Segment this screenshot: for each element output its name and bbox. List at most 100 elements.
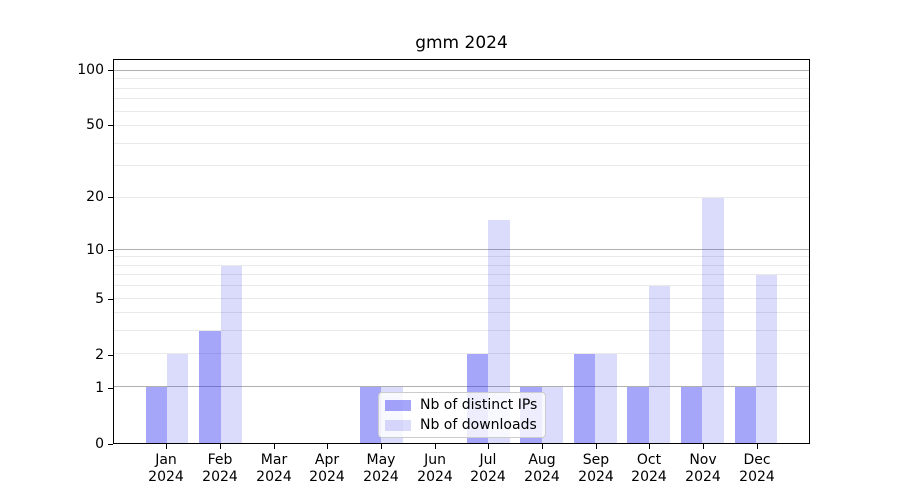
- x-tick-mark-oct: [649, 444, 650, 449]
- bar-downloads-nov: [702, 197, 724, 443]
- x-tick-label-dec: Dec 2024: [725, 452, 789, 486]
- month-label: Dec: [743, 452, 771, 468]
- gridline-minor-7: [114, 274, 809, 276]
- year-label: 2024: [417, 469, 453, 485]
- gridline-minor-6: [114, 285, 809, 287]
- bar-ips-jan: [145, 387, 167, 443]
- legend-swatch-downloads: [385, 419, 411, 431]
- legend-label-ips: Nb of distinct IPs: [420, 396, 538, 413]
- y-tick-label-20: 20: [86, 189, 104, 206]
- y-tick-label-100: 100: [77, 62, 104, 78]
- x-tick-label-mar: Mar 2024: [242, 452, 306, 486]
- month-label: Jan: [155, 452, 177, 468]
- bar-downloads-feb: [220, 265, 242, 443]
- gridline-major-10: [114, 248, 809, 250]
- y-tick-mark-5: [108, 299, 113, 300]
- gridline-minor-90: [114, 78, 809, 80]
- year-label: 2024: [685, 469, 721, 485]
- y-tick-label-2: 2: [95, 346, 104, 363]
- gridline-minor-20: [114, 196, 809, 198]
- month-label: Oct: [636, 452, 662, 468]
- bar-downloads-jul: [488, 219, 510, 443]
- bar-ips-sep: [573, 354, 596, 443]
- legend: Nb of distinct IPs Nb of downloads: [378, 392, 546, 438]
- x-tick-mark-nov: [703, 444, 704, 449]
- x-tick-mark-sep: [596, 444, 597, 449]
- gridline-minor-30: [114, 165, 809, 167]
- bar-downloads-sep: [595, 354, 617, 443]
- gridline-minor-9: [114, 256, 809, 258]
- x-tick-label-feb: Feb 2024: [188, 452, 252, 486]
- y-tick-mark-10: [108, 250, 113, 251]
- y-tick-label-1: 1: [95, 379, 104, 396]
- bar-downloads-jan: [167, 354, 189, 443]
- chart-title: gmm 2024: [415, 33, 508, 53]
- plot-area: [113, 59, 810, 444]
- gridline-minor-5: [114, 297, 809, 299]
- year-label: 2024: [470, 469, 506, 485]
- gridline-minor-40: [114, 142, 809, 144]
- x-tick-mark-jul: [488, 444, 489, 449]
- month-label: Jun: [424, 452, 446, 468]
- gridline-minor-50: [114, 125, 809, 127]
- legend-label-downloads: Nb of downloads: [420, 416, 537, 433]
- year-label: 2024: [739, 469, 775, 485]
- month-label: Nov: [689, 452, 717, 468]
- year-label: 2024: [524, 469, 560, 485]
- month-label: Sep: [582, 452, 610, 468]
- gridline-major-100: [114, 69, 809, 71]
- y-tick-mark-100: [108, 70, 113, 71]
- bar-ips-feb: [199, 331, 221, 443]
- x-tick-mark-mar: [274, 444, 275, 449]
- x-tick-mark-jan: [166, 444, 167, 449]
- legend-item-downloads: Nb of downloads: [385, 416, 537, 433]
- gridline-minor-3: [114, 330, 809, 332]
- month-label: Aug: [528, 452, 556, 468]
- month-label: Mar: [260, 452, 288, 468]
- gridline-minor-8: [114, 264, 809, 266]
- legend-item-ips: Nb of distinct IPs: [385, 396, 538, 413]
- x-tick-label-jun: Jun 2024: [403, 452, 467, 486]
- y-tick-mark-0: [108, 444, 113, 445]
- bar-ips-oct: [627, 387, 649, 443]
- legend-swatch-ips: [385, 399, 411, 411]
- y-tick-mark-1: [108, 388, 113, 389]
- x-tick-mark-may: [381, 444, 382, 449]
- month-label: Jul: [479, 452, 497, 468]
- year-label: 2024: [631, 469, 667, 485]
- gridline-minor-60: [114, 110, 809, 112]
- x-tick-label-jul: Jul 2024: [456, 452, 520, 486]
- y-tick-label-50: 50: [86, 117, 104, 134]
- gridline-minor-70: [114, 98, 809, 100]
- bar-downloads-dec: [755, 275, 778, 443]
- y-tick-mark-50: [108, 125, 113, 126]
- year-label: 2024: [202, 469, 238, 485]
- x-tick-mark-apr: [327, 444, 328, 449]
- bar-downloads-aug: [541, 387, 564, 443]
- x-tick-label-aug: Aug 2024: [510, 452, 574, 486]
- x-tick-label-sep: Sep 2024: [564, 452, 628, 486]
- x-tick-label-apr: Apr 2024: [295, 452, 359, 486]
- bar-ips-may: [359, 387, 382, 443]
- x-tick-label-may: May 2024: [349, 452, 413, 486]
- x-tick-mark-feb: [220, 444, 221, 449]
- y-tick-label-0: 0: [95, 436, 104, 452]
- month-label: Feb: [207, 452, 233, 468]
- year-label: 2024: [256, 469, 292, 485]
- gridline-minor-80: [114, 87, 809, 89]
- bar-ips-nov: [681, 387, 703, 443]
- y-tick-label-10: 10: [86, 241, 104, 258]
- x-tick-mark-jun: [435, 444, 436, 449]
- gridline-minor-2: [114, 353, 809, 355]
- x-tick-label-jan: Jan 2024: [134, 452, 198, 486]
- bar-downloads-oct: [648, 286, 671, 443]
- year-label: 2024: [363, 469, 399, 485]
- x-tick-label-nov: Nov 2024: [671, 452, 735, 486]
- y-tick-mark-20: [108, 197, 113, 198]
- gridline-minor-4: [114, 312, 809, 314]
- y-tick-label-5: 5: [95, 290, 104, 307]
- month-label: May: [366, 452, 396, 468]
- year-label: 2024: [578, 469, 614, 485]
- month-label: Apr: [314, 452, 340, 468]
- y-tick-mark-2: [108, 355, 113, 356]
